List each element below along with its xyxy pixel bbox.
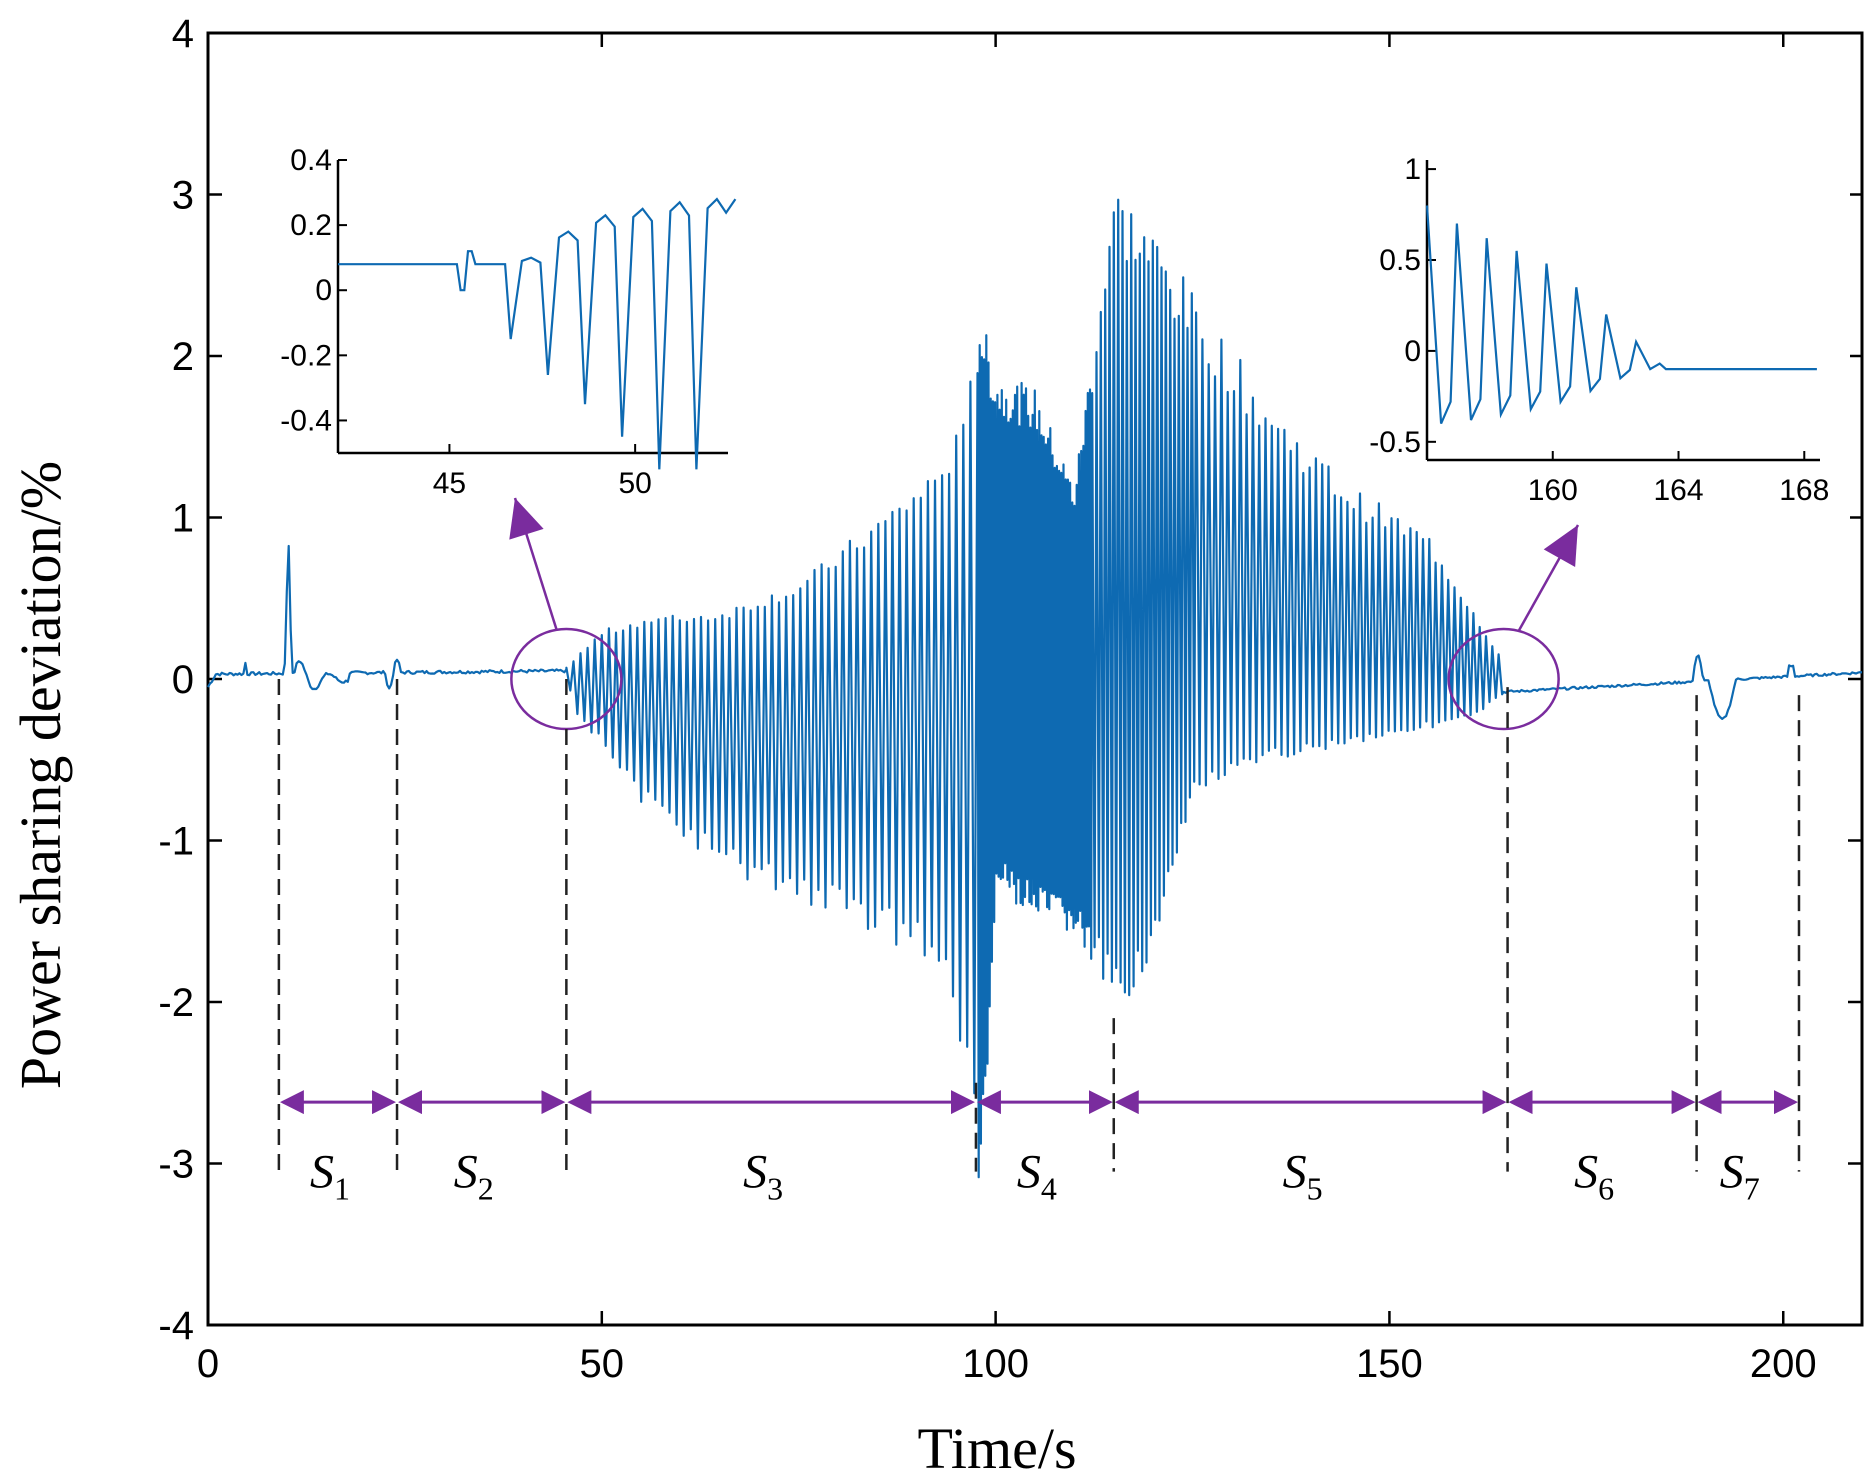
y-tick-label: -1 [158, 820, 194, 864]
segment-label: S2 [454, 1146, 494, 1207]
x-tick-label: 150 [1356, 1342, 1423, 1386]
segment-label-letter: S [454, 1146, 478, 1199]
series-line-power-deviation [207, 198, 1863, 1179]
inset-y-tick-label: 0 [1404, 335, 1421, 368]
inset-y-tick-label: 0.5 [1379, 244, 1421, 277]
y-tick-label: 0 [172, 658, 194, 702]
segment-label-subscript: 2 [478, 1171, 494, 1207]
x-tick-label: 200 [1750, 1342, 1817, 1386]
inset-y-tick-label: -0.5 [1369, 426, 1421, 459]
segment-label: S7 [1720, 1146, 1760, 1207]
segment-label-letter: S [1574, 1146, 1598, 1199]
y-tick-label: 1 [172, 497, 194, 541]
segment-label: S6 [1574, 1146, 1614, 1207]
inset-y-tick-label: 0.4 [290, 144, 332, 177]
inset-y-tick-label: -0.4 [280, 404, 332, 437]
x-axis-title: Time/s [917, 1416, 1076, 1481]
segment-label-letter: S [1283, 1146, 1307, 1199]
inset-y-tick-label: 0.2 [290, 209, 332, 242]
x-tick-label: 50 [580, 1342, 625, 1386]
inset-background [1417, 140, 1850, 530]
y-tick-label: 3 [172, 174, 194, 218]
segment-label-subscript: 3 [767, 1171, 783, 1207]
segment-label-letter: S [743, 1146, 767, 1199]
inset-x-tick-label: 45 [433, 467, 466, 500]
y-tick-label: -2 [158, 981, 194, 1025]
inset-x-tick-label: 164 [1653, 474, 1703, 507]
segment-label-letter: S [1720, 1146, 1744, 1199]
inset-pointer-arrowhead [509, 498, 544, 540]
segment-label: S5 [1283, 1146, 1323, 1207]
inset-series-line [1425, 205, 1817, 425]
inset-x-tick-label: 168 [1779, 474, 1829, 507]
y-tick-label: 2 [172, 335, 194, 379]
y-axis-title: Power sharing deviation/% [8, 461, 73, 1089]
inset-zoom-right: 160 164 168 1 0.5 0 -0.5 [1369, 140, 1850, 632]
zoom-highlight-circle [1447, 627, 1560, 731]
segment-label-letter: S [310, 1146, 334, 1199]
y-tick-label: -4 [158, 1304, 194, 1348]
inset-series-line [338, 197, 737, 470]
x-tick-label: 0 [197, 1342, 219, 1386]
segment-label: S1 [310, 1146, 350, 1207]
y-tick-label: -3 [158, 1143, 194, 1187]
inset-background [328, 140, 758, 523]
inset-pointer-arrowhead [1543, 525, 1578, 567]
inset-y-tick-label: -0.2 [280, 339, 332, 372]
inset-zoom-left: 45 50 0.4 0.2 0 -0.2 -0.4 [280, 140, 758, 630]
segment-label: S3 [743, 1146, 783, 1207]
inset-x-tick-label: 160 [1528, 474, 1578, 507]
segment-label-letter: S [1017, 1146, 1041, 1199]
inset-y-tick-label: 1 [1404, 153, 1421, 186]
x-tick-label: 100 [962, 1342, 1029, 1386]
segment-label-subscript: 4 [1041, 1171, 1057, 1207]
segment-label-subscript: 1 [334, 1171, 350, 1207]
segment-label-subscript: 7 [1744, 1171, 1760, 1207]
inset-x-tick-label: 50 [618, 467, 651, 500]
y-tick-label: 4 [172, 12, 194, 56]
segment-label-subscript: 5 [1307, 1171, 1323, 1207]
segment-label-subscript: 6 [1598, 1171, 1614, 1207]
segment-label: S4 [1017, 1146, 1057, 1207]
inset-y-tick-label: 0 [315, 274, 332, 307]
segment-annotations: S1 S2 S3 S4 S5 S6 S7 [277, 679, 1801, 1207]
